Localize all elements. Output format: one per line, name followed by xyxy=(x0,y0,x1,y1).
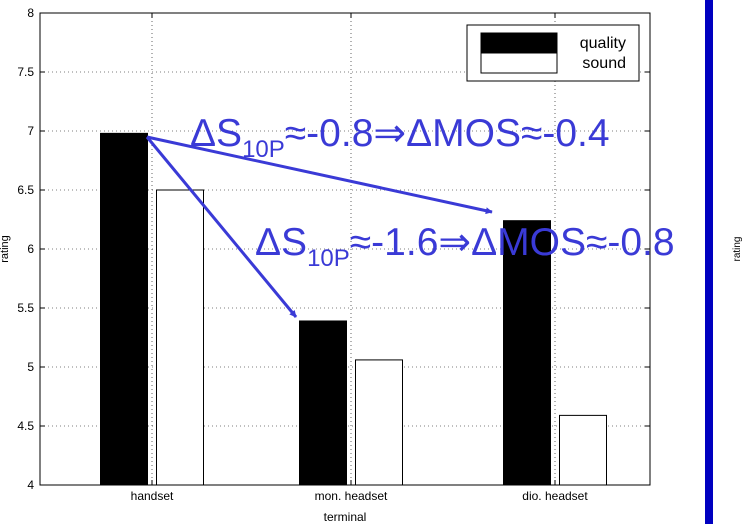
x-tick-label: handset xyxy=(131,489,174,503)
legend-swatch-sound xyxy=(480,52,558,74)
annotation-arrows xyxy=(145,135,493,318)
annotation-2-rest: ≈-1.6⇒ΔMOS≈-0.8 xyxy=(350,221,675,264)
legend-swatch-quality xyxy=(480,32,558,54)
annotation-1-delta: ΔS xyxy=(190,112,242,155)
bar-sound-3 xyxy=(559,414,607,486)
legend-label-sound: sound xyxy=(582,55,626,72)
bars xyxy=(100,132,607,486)
x-axis-label: terminal xyxy=(324,510,367,524)
annotation-2: ΔS10P≈-1.6⇒ΔMOS≈-0.8 xyxy=(255,221,675,272)
legend: quality sound xyxy=(466,24,640,82)
legend-label-quality: quality xyxy=(580,35,626,52)
annotation-1-rest: ≈-0.8⇒ΔMOS≈-0.4 xyxy=(285,112,610,155)
y-tick-label: 5 xyxy=(27,360,34,374)
y-tick-label: 6.5 xyxy=(17,183,34,197)
y-axis-label: rating xyxy=(0,235,11,263)
y-tick-label: 4.5 xyxy=(17,419,34,433)
bar-sound-2 xyxy=(355,359,403,486)
annotation-1: ΔS10P≈-0.8⇒ΔMOS≈-0.4 xyxy=(190,112,610,163)
annotation-2-subscript: 10P xyxy=(307,245,350,272)
annotation-1-subscript: 10P xyxy=(242,136,285,163)
side-panel-strip xyxy=(705,0,713,524)
bar-sound-1 xyxy=(156,189,204,486)
bar-quality-1 xyxy=(100,132,148,486)
y-tick-label: 6 xyxy=(27,242,34,256)
bar-quality-2 xyxy=(299,320,347,486)
y-tick-label: 4 xyxy=(27,478,34,492)
x-tick-label: dio. headset xyxy=(522,489,588,503)
arrow-to-dio-headset xyxy=(146,135,493,215)
y-tick-label: 7 xyxy=(27,124,34,138)
axis-ticks: 4 4.5 5 5.5 6 6.5 7 7.5 8 handset mon. headset dio.… xyxy=(17,6,650,503)
arrow-to-mon-headset xyxy=(145,136,298,318)
x-tick-label: mon. headset xyxy=(315,489,388,503)
annotation-2-delta: ΔS xyxy=(255,221,307,264)
y-tick-label: 5.5 xyxy=(17,301,34,315)
y-tick-label: 8 xyxy=(27,6,34,20)
y-tick-label: 7.5 xyxy=(17,65,34,79)
side-y-axis-label: rating xyxy=(732,236,743,261)
